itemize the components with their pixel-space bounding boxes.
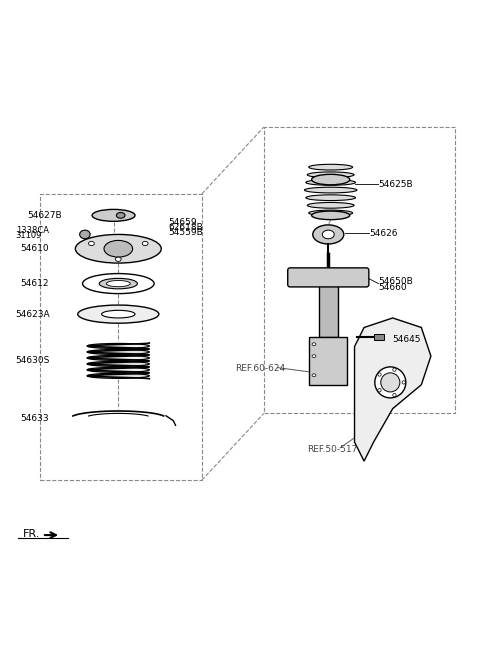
Text: REF.60-624: REF.60-624 <box>235 364 285 373</box>
Text: FR.: FR. <box>23 529 40 538</box>
Text: 1338CA: 1338CA <box>16 226 48 235</box>
Ellipse shape <box>307 172 354 178</box>
Ellipse shape <box>83 274 154 293</box>
Ellipse shape <box>104 240 132 257</box>
Text: 54625B: 54625B <box>378 180 413 189</box>
Ellipse shape <box>99 278 137 289</box>
Ellipse shape <box>87 367 149 373</box>
Ellipse shape <box>375 367 406 398</box>
Text: 54633: 54633 <box>21 414 49 422</box>
Ellipse shape <box>378 373 381 376</box>
Ellipse shape <box>102 310 135 318</box>
Ellipse shape <box>304 187 357 193</box>
Ellipse shape <box>312 374 316 377</box>
Text: 54612: 54612 <box>21 279 49 288</box>
Ellipse shape <box>87 373 149 379</box>
Bar <box>319 284 338 337</box>
Ellipse shape <box>75 234 161 263</box>
Ellipse shape <box>87 343 149 348</box>
Ellipse shape <box>312 355 316 358</box>
Text: 54610: 54610 <box>21 244 49 253</box>
Ellipse shape <box>323 230 334 238</box>
Ellipse shape <box>89 241 94 246</box>
Ellipse shape <box>92 210 135 221</box>
Text: 54659: 54659 <box>168 218 197 227</box>
Ellipse shape <box>87 349 149 354</box>
Ellipse shape <box>87 362 149 366</box>
Ellipse shape <box>378 388 381 392</box>
Ellipse shape <box>306 195 356 200</box>
Bar <box>309 337 348 384</box>
Ellipse shape <box>309 210 353 216</box>
Text: 54650B: 54650B <box>378 276 413 286</box>
FancyBboxPatch shape <box>288 268 369 287</box>
Ellipse shape <box>393 368 396 371</box>
Text: 31109: 31109 <box>16 231 42 240</box>
Ellipse shape <box>142 241 148 246</box>
Polygon shape <box>355 318 431 461</box>
Text: 54623A: 54623A <box>16 310 50 318</box>
Text: 54627B: 54627B <box>28 212 62 220</box>
Ellipse shape <box>312 174 350 185</box>
Ellipse shape <box>116 257 121 261</box>
Ellipse shape <box>402 381 405 384</box>
Ellipse shape <box>312 211 350 219</box>
Ellipse shape <box>87 356 149 360</box>
Ellipse shape <box>306 179 356 185</box>
Bar <box>373 334 384 340</box>
Ellipse shape <box>80 230 90 238</box>
Text: REF.50-517: REF.50-517 <box>307 445 357 454</box>
Text: 54626: 54626 <box>369 229 397 238</box>
Ellipse shape <box>312 343 316 346</box>
Text: 54630S: 54630S <box>16 356 50 365</box>
Text: 54559B: 54559B <box>168 227 203 236</box>
Ellipse shape <box>107 280 130 287</box>
Ellipse shape <box>116 212 125 218</box>
Ellipse shape <box>313 225 344 244</box>
Ellipse shape <box>393 394 396 397</box>
Text: 54645: 54645 <box>393 335 421 344</box>
Ellipse shape <box>78 305 159 323</box>
Ellipse shape <box>381 373 400 392</box>
Text: 54660: 54660 <box>378 283 407 292</box>
Text: 62618B: 62618B <box>168 223 203 232</box>
Ellipse shape <box>307 202 354 208</box>
Ellipse shape <box>309 164 353 170</box>
